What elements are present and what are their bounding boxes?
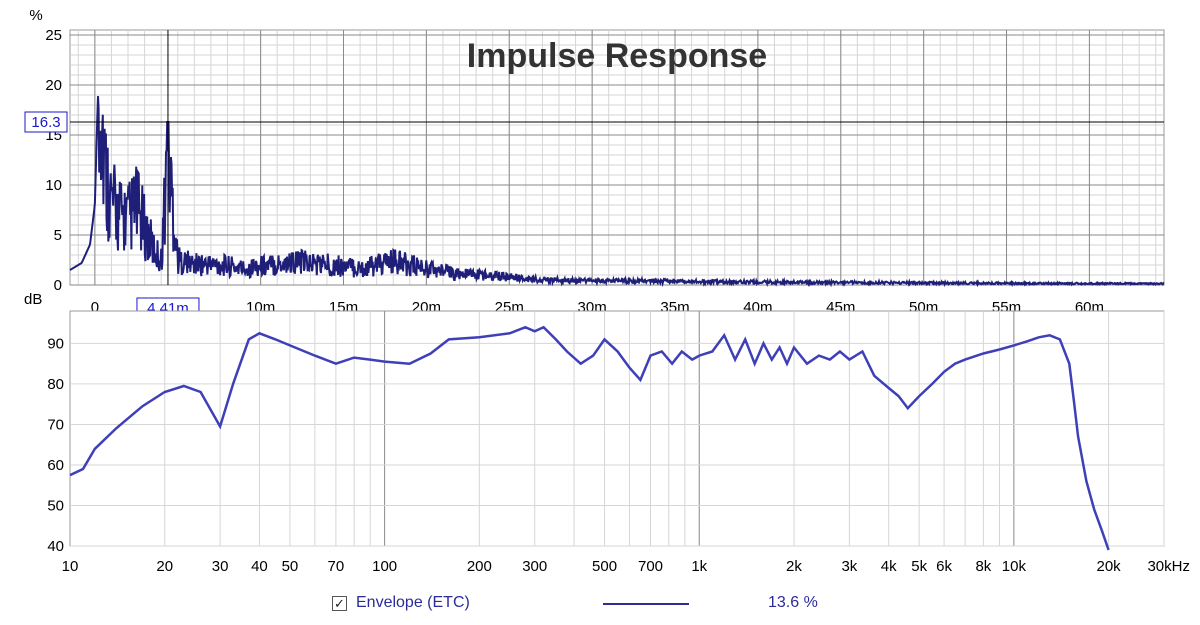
envelope-etc-line [69,325,1110,551]
cursor-y-readout: 16.3 [31,114,60,131]
frequency-y-tick-label: 80 [47,376,64,393]
frequency-x-tick-label: 4k [881,558,897,575]
frequency-x-tick-label: 40 [251,558,268,575]
frequency-x-tick-label: 70 [328,558,345,575]
frequency-x-tick-label: 6k [936,558,952,575]
frequency-x-tick-label: 700 [638,558,663,575]
frequency-y-tick-label: 90 [47,335,64,352]
frequency-response-panel: dB 40 50 60 70 80 90 10 20 30 40 50 70 100 200 300 500… [24,291,1190,575]
y-axis-unit-label: % [29,7,42,24]
impulse-x-tick-label: 0 [91,299,99,316]
frequency-x-tick-label: 5k [911,558,927,575]
impulse-y-tick-label: 20 [45,77,62,94]
frequency-x-tick-label: 100 [372,558,397,575]
frequency-x-tick-label: 300 [522,558,547,575]
frequency-x-tick-label: 2k [786,558,802,575]
frequency-x-tick-label: 50 [282,558,299,575]
legend-series-label[interactable]: Envelope (ETC) [356,594,470,611]
frequency-y-tick-label: 50 [47,497,64,514]
db-axis-unit-label: dB [24,291,42,308]
legend-line-swatch [603,603,689,605]
chart-title: Impulse Response [467,37,767,75]
frequency-x-tick-label: 200 [467,558,492,575]
impulse-response-line [69,96,1165,288]
envelope-checkbox[interactable]: ✓ [332,596,347,611]
frequency-x-tick-label: 20 [156,558,173,575]
frequency-y-tick-label: 60 [47,457,64,474]
frequency-x-tick-label: 1k [691,558,707,575]
impulse-plot-area [69,29,1165,286]
frequency-x-tick-label: 10k [1002,558,1027,575]
frequency-y-tick-label: 40 [47,538,64,555]
frequency-y-ticks: 40 50 60 70 80 90 [47,335,64,555]
frequency-x-tick-label: 3k [841,558,857,575]
frequency-y-tick-label: 70 [47,416,64,433]
frequency-x-tick-label: 500 [592,558,617,575]
legend-series-value: 13.6 % [768,594,818,611]
frequency-x-ticks: 10 20 30 40 50 70 100 200 300 500 700 1k 2k 3k 4k 5k 6k 8… [62,558,1190,575]
frequency-x-tick-label: 8k [975,558,991,575]
impulse-y-tick-label: 0 [54,277,62,294]
frequency-grid [70,311,1165,547]
impulse-grid [70,30,1164,286]
frequency-x-tick-label: 30 [212,558,229,575]
impulse-y-tick-label: 10 [45,177,62,194]
cursor-y-readout-box [24,111,68,133]
frequency-x-tick-label: 20k [1097,558,1122,575]
frequency-x-tick-label: 10 [62,558,79,575]
impulse-y-tick-label: 5 [54,227,62,244]
legend: ✓ Envelope (ETC) 13.6 % [0,594,1200,618]
frequency-x-tick-label: 30kHz [1147,558,1190,575]
impulse-y-tick-label: 25 [45,27,62,44]
